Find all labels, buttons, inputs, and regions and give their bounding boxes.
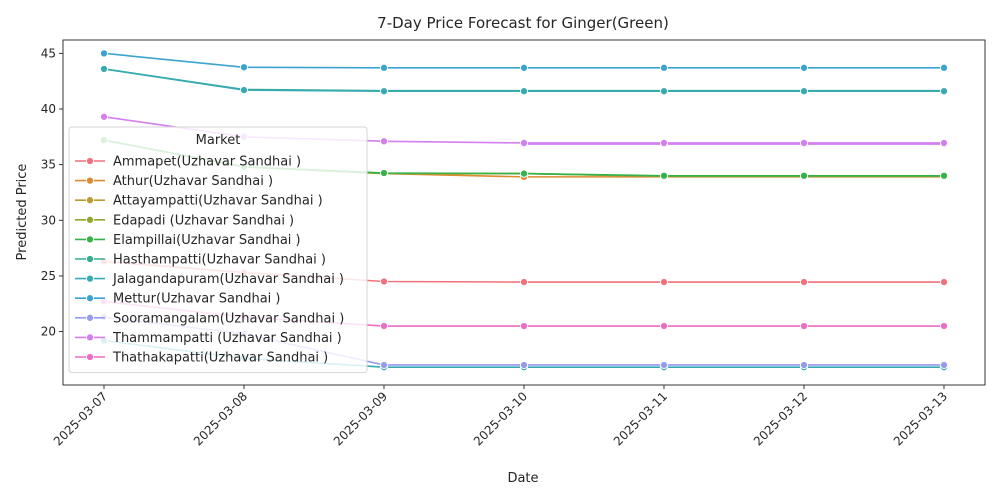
legend-marker-7	[85, 294, 95, 303]
series-4-point-3	[519, 169, 529, 178]
y-axis-label: Predicted Price	[15, 164, 30, 261]
series-9-point-3	[519, 138, 529, 147]
legend-label-0: Ammapet(Uzhavar Sandhai )	[113, 155, 301, 170]
series-7	[99, 49, 949, 72]
legend: Market Ammapet(Uzhavar Sandhai ) Athur(Uzh…	[68, 126, 368, 374]
legend-label-6: Jalagandapuram(Uzhavar Sandhai )	[112, 272, 344, 287]
series-6-point-3	[519, 87, 529, 96]
series-6-point-4	[659, 87, 669, 96]
series-8-point-4	[659, 360, 669, 370]
series-6-point-5	[799, 87, 809, 96]
series-8-point-2	[379, 360, 389, 370]
series-0-point-3	[519, 278, 529, 287]
legend-marker-5	[85, 254, 95, 264]
series-8-point-3	[519, 360, 529, 370]
x-tick-label-4: 2025-03-11	[611, 389, 670, 448]
x-tick-label-1: 2025-03-08	[191, 389, 250, 448]
legend-label-2: Attayampatti(Uzhavar Sandhai )	[113, 194, 323, 209]
legend-marker-3	[85, 215, 95, 224]
series-7-point-3	[519, 63, 529, 72]
chart-title: 7-Day Price Forecast for Ginger(Green)	[377, 14, 669, 32]
legend-marker-6	[85, 274, 95, 283]
x-tick-label-5: 2025-03-12	[751, 389, 810, 448]
series-10-point-5	[799, 321, 809, 331]
series-6-point-1	[239, 86, 249, 95]
series-7-point-5	[799, 63, 809, 72]
series-10-point-3	[519, 321, 529, 331]
legend-box	[68, 126, 368, 374]
series-6-point-2	[379, 87, 389, 96]
series-0-point-2	[379, 277, 389, 286]
series-8-point-6	[939, 360, 949, 370]
legend-marker-10	[85, 352, 95, 362]
series-7-point-2	[379, 63, 389, 72]
x-tick-label-0: 2025-03-07	[51, 389, 110, 448]
series-7-point-1	[239, 63, 249, 72]
legend-marker-2	[85, 196, 95, 205]
y-tick-label-5: 45	[41, 46, 56, 60]
series-9-point-0	[99, 112, 109, 121]
legend-marker-0	[85, 156, 95, 166]
legend-marker-9	[85, 333, 95, 342]
legend-label-1: Athur(Uzhavar Sandhai )	[113, 174, 273, 189]
series-6-point-6	[939, 87, 949, 96]
series-9-point-5	[799, 138, 809, 147]
series-7-point-4	[659, 63, 669, 72]
x-tick-label-3: 2025-03-10	[471, 389, 530, 448]
legend-label-5: Hasthampatti(Uzhavar Sandhai )	[113, 253, 326, 268]
series-4-point-4	[659, 171, 669, 180]
series-9-point-2	[379, 137, 389, 146]
y-tick-label-1: 25	[41, 269, 56, 283]
series-10-point-2	[379, 321, 389, 331]
series-4-point-5	[799, 171, 809, 180]
series-7-point-0	[99, 49, 109, 58]
series-6	[99, 64, 949, 96]
plot-area: 20 25 30 35 40 45 2025-03-07 2025-03-08 2025-03-…	[41, 39, 986, 448]
legend-title: Market	[196, 133, 241, 148]
segment-1	[519, 140, 949, 149]
legend-marker-4	[85, 235, 95, 244]
series-7-point-6	[939, 63, 949, 72]
y-tick-label-3: 35	[41, 158, 56, 172]
series-8-point-5	[799, 360, 809, 370]
legend-label-9: Thammampatti (Uzhavar Sandhai )	[112, 331, 342, 346]
series-10-point-6	[939, 321, 949, 331]
series-9-point-4	[659, 138, 669, 147]
x-axis-label: Date	[507, 471, 538, 486]
legend-label-8: Sooramangalam(Uzhavar Sandhai )	[113, 311, 344, 326]
series-0-point-6	[939, 278, 949, 287]
x-tick-label-6: 2025-03-13	[891, 389, 950, 448]
legend-label-3: Edapadi (Uzhavar Sandhai )	[113, 213, 294, 228]
series-9-point-6	[939, 138, 949, 147]
legend-label-7: Mettur(Uzhavar Sandhai )	[113, 292, 280, 307]
series-4-point-2	[379, 168, 389, 178]
series-0-point-4	[659, 278, 669, 287]
x-tick-label-2: 2025-03-09	[331, 389, 390, 448]
series-0-point-5	[799, 278, 809, 287]
series-6-point-0	[99, 64, 109, 73]
series-4-point-6	[939, 171, 949, 180]
series-10-point-4	[659, 321, 669, 331]
y-tick-label-2: 30	[41, 213, 56, 227]
y-tick-label-4: 40	[41, 102, 56, 116]
legend-label-10: Thathakapatti(Uzhavar Sandhai )	[112, 351, 328, 366]
y-tick-label-0: 20	[41, 325, 56, 339]
legend-marker-1	[85, 176, 95, 185]
legend-marker-8	[85, 313, 95, 322]
legend-label-4: Elampillai(Uzhavar Sandhai )	[113, 233, 301, 248]
